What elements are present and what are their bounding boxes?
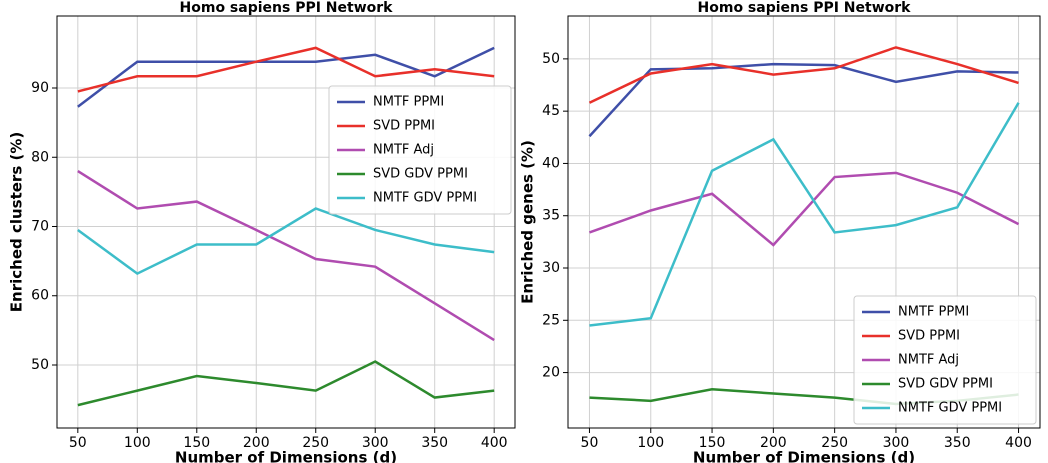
y-axis-label: Enriched genes (%) xyxy=(519,140,537,304)
x-tick-label: 150 xyxy=(699,435,726,451)
y-tick-label: 25 xyxy=(542,312,560,328)
data-line xyxy=(77,46,495,108)
data-line xyxy=(589,102,1020,327)
x-tick-label: 350 xyxy=(421,435,448,451)
legend-label: SVD GDV PPMI xyxy=(898,377,993,392)
x-axis-label: Number of Dimensions (d) xyxy=(175,449,397,463)
legend-label: NMTF PPMI xyxy=(898,305,969,320)
x-tick-label: 350 xyxy=(944,435,971,451)
x-tick-label: 100 xyxy=(124,435,151,451)
x-tick-label: 100 xyxy=(637,435,664,451)
legend-label: NMTF PPMI xyxy=(373,95,444,110)
x-tick-label: 50 xyxy=(69,435,87,451)
x-tick-label: 250 xyxy=(302,435,329,451)
chart-title: Homo sapiens PPI Network xyxy=(698,0,912,16)
x-axis-label: Number of Dimensions (d) xyxy=(693,449,915,463)
chart-title: Homo sapiens PPI Network xyxy=(180,0,394,16)
x-tick-label: 400 xyxy=(481,435,508,451)
legend-label: SVD PPMI xyxy=(373,119,435,134)
legend-box xyxy=(853,295,1037,425)
x-tick-label: 200 xyxy=(243,435,270,451)
x-tick-label: 250 xyxy=(821,435,848,451)
legend-label: NMTF GDV PPMI xyxy=(373,191,477,206)
x-tick-label: 150 xyxy=(183,435,210,451)
legend: NMTF PPMI SVD PPMI NMTF Adj SVD GDV PPMI NMT… xyxy=(853,295,1037,425)
plot-frame xyxy=(56,15,516,429)
x-tick-label: 300 xyxy=(883,435,910,451)
data-line xyxy=(77,46,495,93)
data-line xyxy=(77,207,495,276)
x-tick-label: 300 xyxy=(362,435,389,451)
data-line xyxy=(588,62,1019,138)
y-tick-label: 30 xyxy=(542,260,560,276)
y-tick-label: 50 xyxy=(31,357,49,373)
y-tick-label: 45 xyxy=(542,103,560,119)
data-line xyxy=(589,171,1020,247)
legend-label: SVD PPMI xyxy=(898,329,960,344)
y-tick-label: 35 xyxy=(542,208,560,224)
y-axis-label: Enriched clusters (%) xyxy=(8,132,26,312)
y-tick-label: 20 xyxy=(542,365,560,381)
y-tick-label: 70 xyxy=(31,219,49,235)
legend: NMTF PPMI SVD PPMI NMTF Adj SVD GDV PPMI NMT… xyxy=(328,85,512,215)
data-line xyxy=(588,46,1019,104)
y-tick-label: 90 xyxy=(31,80,49,96)
data-line xyxy=(77,170,495,342)
legend-box xyxy=(328,85,512,215)
y-tick-label: 50 xyxy=(542,51,560,67)
x-tick-label: 400 xyxy=(1005,435,1032,451)
data-line xyxy=(77,360,495,407)
legend-label: NMTF Adj xyxy=(373,143,434,158)
plot-frame xyxy=(567,15,1041,429)
y-tick-label: 40 xyxy=(542,155,560,171)
x-tick-label: 200 xyxy=(760,435,787,451)
y-tick-label: 60 xyxy=(31,288,49,304)
legend-label: SVD GDV PPMI xyxy=(373,167,468,182)
legend-label: NMTF GDV PPMI xyxy=(898,401,1002,416)
legend-label: NMTF Adj xyxy=(898,353,959,368)
y-tick-label: 80 xyxy=(31,149,49,165)
plot: 50 60 70 80 90 50 100 150 200 250 300 350 400 Homo sa… xyxy=(8,0,516,463)
x-tick-label: 50 xyxy=(581,435,599,451)
